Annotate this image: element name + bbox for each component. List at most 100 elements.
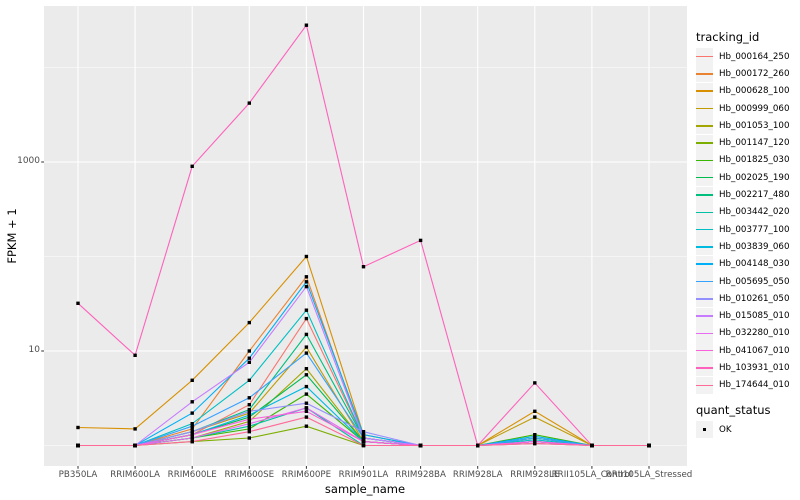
legend-line-swatch xyxy=(696,107,713,110)
legend-key-box xyxy=(696,221,713,239)
legend-item-label: Hb_000999_060 xyxy=(719,103,790,114)
x-tick-label: RRIM928LE xyxy=(510,469,560,480)
data-point xyxy=(304,275,309,279)
data-point xyxy=(247,411,251,415)
data-point xyxy=(247,320,251,325)
legend-item-Hb_002217_480: Hb_002217_480 xyxy=(696,186,800,204)
legend-line-swatch xyxy=(696,384,713,387)
data-point xyxy=(247,101,251,105)
data-point xyxy=(247,360,251,364)
data-point xyxy=(304,406,309,410)
legend-item-Hb_003777_100: Hb_003777_100 xyxy=(696,221,800,239)
data-point xyxy=(247,436,251,440)
legend-title-tracking-id: tracking_id xyxy=(696,30,760,44)
x-tick-label: RRIM600PE xyxy=(281,469,332,480)
data-point xyxy=(590,443,594,448)
legend-line-swatch xyxy=(696,73,713,75)
legend-item-label: Hb_003777_100 xyxy=(719,224,790,235)
legend-item-Hb_000172_260: Hb_000172_260 xyxy=(696,65,800,83)
legend-panel: tracking_id Hb_000164_250 Hb_000172_260 Hb… xyxy=(696,30,800,439)
data-point xyxy=(361,265,366,269)
data-point xyxy=(304,409,309,413)
data-point xyxy=(304,415,309,419)
data-point xyxy=(304,316,309,321)
legend-item-label: Hb_010261_050 xyxy=(719,293,790,304)
legend-key-box xyxy=(696,186,713,204)
legend-line-swatch xyxy=(696,125,713,127)
legend-item-label: Hb_004148_030 xyxy=(719,259,790,270)
x-axis-title: sample_name xyxy=(324,482,406,496)
legend-line-swatch xyxy=(696,367,713,369)
legend-item-label: Hb_001825_030 xyxy=(719,155,790,166)
legend-key-box xyxy=(696,48,713,66)
data-point xyxy=(247,378,251,382)
legend-line-swatch xyxy=(696,315,713,317)
legend-item-Hb_004148_030: Hb_004148_030 xyxy=(696,255,800,273)
data-point xyxy=(304,373,309,377)
legend-item-label: OK xyxy=(719,424,732,435)
data-point xyxy=(418,238,423,243)
legend-line-swatch xyxy=(696,228,713,231)
data-point xyxy=(247,427,251,431)
data-point xyxy=(361,430,366,434)
legend-item-label: Hb_032280_010 xyxy=(719,328,790,339)
data-point xyxy=(418,443,423,448)
data-point xyxy=(247,417,251,421)
data-point xyxy=(247,415,251,419)
data-point xyxy=(304,308,309,312)
legend-key-box xyxy=(696,65,713,83)
data-point xyxy=(76,425,80,430)
data-point xyxy=(647,443,651,448)
legend-key-box xyxy=(696,134,713,152)
data-point xyxy=(304,280,309,284)
y-tick-label: 10 xyxy=(28,345,40,355)
data-point xyxy=(304,345,309,349)
legend-line-swatch xyxy=(696,211,713,214)
legend-title-quant-status: quant_status xyxy=(696,402,771,417)
legend-item-Hb_041067_010: Hb_041067_010 xyxy=(696,342,800,360)
data-point xyxy=(133,353,137,357)
y-axis-title: FPKM + 1 xyxy=(5,208,19,264)
legend-line-swatch xyxy=(696,263,713,265)
data-point xyxy=(76,443,80,448)
data-point xyxy=(247,424,251,428)
legend-key-box xyxy=(696,255,713,273)
legend-item-Hb_000999_060: Hb_000999_060 xyxy=(696,100,800,118)
legend-line-swatch xyxy=(696,176,713,179)
data-point xyxy=(304,367,309,371)
data-point xyxy=(533,436,537,440)
legend-key-box xyxy=(696,273,713,290)
legend-item-label: Hb_003839_060 xyxy=(719,241,790,252)
data-point xyxy=(190,411,194,415)
legend-item-Hb_001053_100: Hb_001053_100 xyxy=(696,117,800,135)
legend-item-label: Hb_001147_120 xyxy=(719,138,790,149)
legend-item-label: Hb_000172_260 xyxy=(719,68,790,79)
data-point xyxy=(304,254,309,259)
data-point xyxy=(247,422,251,426)
legend-key-box xyxy=(696,421,713,439)
data-point xyxy=(361,433,366,437)
legend-items: Hb_000164_250 Hb_000172_260 Hb_000628_100 H… xyxy=(696,48,800,394)
legend-item-label: Hb_005695_050 xyxy=(719,276,790,287)
data-point xyxy=(190,164,194,168)
data-point xyxy=(76,301,80,305)
legend-key-box xyxy=(696,151,713,169)
x-tick-label: RRIM928BA xyxy=(395,469,446,480)
data-point xyxy=(533,415,537,419)
data-point xyxy=(361,436,366,440)
data-point xyxy=(247,356,251,360)
data-point xyxy=(361,439,366,444)
legend-line-swatch xyxy=(696,246,713,248)
legend-item-Hb_103931_010: Hb_103931_010 xyxy=(696,359,800,377)
legend-item-Hb_015085_010: Hb_015085_010 xyxy=(696,307,800,325)
data-point xyxy=(304,332,309,337)
legend-item-Hb_010261_050: Hb_010261_050 xyxy=(696,290,800,308)
legend-line-swatch xyxy=(696,298,713,300)
data-point xyxy=(247,403,251,407)
data-point xyxy=(190,400,194,404)
legend-key-box xyxy=(696,117,713,135)
data-point xyxy=(533,438,537,442)
data-point xyxy=(247,409,251,413)
x-tick-label: RRIM901LA xyxy=(338,469,389,480)
